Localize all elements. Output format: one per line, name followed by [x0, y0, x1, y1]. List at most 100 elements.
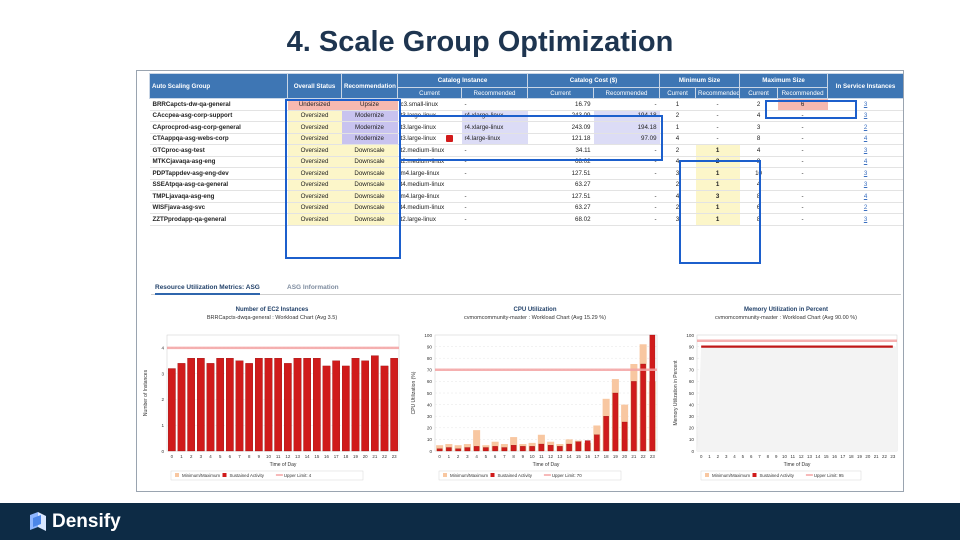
x-tick-label: 1: [180, 454, 183, 459]
in-service-link[interactable]: 4: [827, 190, 903, 203]
asg-name[interactable]: CAprocprod-asg-corp-general: [149, 121, 288, 134]
in-service-link[interactable]: 4: [827, 133, 903, 145]
tab-asg-information[interactable]: ASG Information: [287, 284, 339, 291]
header-minimum-size: Minimum Size: [659, 73, 741, 88]
bar-sustained: [255, 358, 263, 452]
x-tick-label: 16: [585, 454, 590, 459]
table-row[interactable]: CAprocprod-asg-corp-general Oversized Mo…: [149, 121, 903, 134]
in-service-link[interactable]: 3: [827, 110, 903, 122]
cost-recommended: 194.18: [593, 121, 660, 134]
bar-sustained: [483, 447, 489, 452]
table-row[interactable]: SSEAtpqa-asg-ca-general Oversized Downsc…: [149, 179, 903, 191]
table-row[interactable]: TMPLjavaqa-asg-eng Oversized Downscale m…: [149, 190, 903, 203]
y-tick-label: 90: [427, 344, 433, 349]
table-row[interactable]: PDPTappdev-asg-eng-dev Oversized Downsca…: [149, 167, 903, 180]
asg-name[interactable]: ZZTPprodapp-qa-general: [149, 213, 288, 226]
x-axis-label: Time of Day: [533, 462, 560, 468]
x-tick-label: 11: [276, 454, 281, 459]
cost-current: 127.51: [527, 167, 594, 180]
bar-sustained: [293, 358, 302, 452]
x-tick-label: 9: [775, 454, 778, 459]
header-in-service[interactable]: In Service Instances: [827, 73, 903, 99]
y-tick-label: 0: [691, 449, 694, 454]
bar-sustained: [492, 446, 498, 452]
subheader-cost-current[interactable]: Current: [527, 87, 595, 99]
x-tick-label: 17: [594, 454, 599, 459]
header-recommendation[interactable]: Recommendation: [341, 73, 398, 99]
ci-current: t4.medium-linux: [397, 202, 462, 214]
ci-current: t4.medium-linux: [397, 179, 462, 191]
asg-name[interactable]: MTKCjavaqa-asg-eng: [149, 156, 288, 168]
ci-recommended: r4.xlarge-linux: [461, 121, 528, 134]
in-service-link[interactable]: 3: [827, 98, 903, 111]
cost-current: 63.27: [527, 202, 594, 214]
asg-name[interactable]: WISFjava-asg-svc: [149, 202, 288, 214]
subheader-min-recommended[interactable]: Recommended: [695, 87, 741, 99]
asg-name[interactable]: TMPLjavaqa-asg-eng: [149, 190, 288, 203]
recommendation-cell: Modernize: [341, 121, 398, 134]
chart-cpu-utilization: CPU Utilization cvmomcommunity-master : W…: [407, 303, 663, 489]
chart-title: CPU Utilization: [514, 307, 557, 313]
table-row[interactable]: CTAappqa-asg-webs-corp Oversized Moderni…: [149, 133, 903, 145]
bar-sustained: [177, 363, 186, 452]
asg-name[interactable]: PDPTappdev-asg-eng-dev: [149, 167, 288, 180]
in-service-link[interactable]: 3: [827, 179, 903, 191]
y-tick-label: 1: [161, 423, 164, 428]
x-tick-label: 3: [466, 454, 469, 459]
min-current: 2: [659, 202, 696, 214]
memory-area: [697, 346, 897, 451]
subheader-max-current[interactable]: Current: [739, 87, 779, 99]
max-current: 10: [739, 167, 778, 180]
header-asg[interactable]: Auto Scaling Group: [149, 73, 288, 99]
bar-sustained: [284, 363, 292, 452]
bar-sustained: [380, 365, 389, 452]
asg-name[interactable]: CAccpea-asg-corp-support: [149, 110, 288, 122]
cost-recommended: [593, 179, 660, 191]
subheader-max-recommended[interactable]: Recommended: [777, 87, 829, 99]
header-overall-status[interactable]: Overall Status: [287, 73, 342, 99]
table-row[interactable]: GTCproc-asg-test Oversized Downscale t2.…: [149, 144, 903, 157]
subheader-min-current[interactable]: Current: [659, 87, 697, 99]
subheader-ci-current[interactable]: Current: [397, 87, 462, 99]
footer-bar: Densify: [0, 503, 960, 540]
x-tick-label: 18: [849, 454, 854, 459]
tab-resource-utilization[interactable]: Resource Utilization Metrics: ASG: [155, 284, 260, 295]
y-tick-label: 40: [689, 402, 695, 407]
max-current: 8: [739, 133, 778, 145]
x-tick-label: 3: [200, 454, 203, 459]
ci-recommended: r4.large-linux: [461, 133, 528, 145]
asg-name[interactable]: CTAappqa-asg-webs-corp: [149, 133, 288, 145]
ci-current: t3.large-linux: [397, 121, 462, 134]
cost-recommended: -: [593, 156, 660, 168]
table-row[interactable]: MTKCjavaqa-asg-eng Oversized Downscale t…: [149, 156, 903, 168]
bar-sustained: [520, 446, 526, 452]
in-service-link[interactable]: 3: [827, 144, 903, 157]
table-row[interactable]: WISFjava-asg-svc Oversized Downscale t4.…: [149, 202, 903, 214]
in-service-link[interactable]: 3: [827, 213, 903, 226]
x-tick-label: 15: [314, 454, 319, 459]
x-tick-label: 23: [392, 454, 397, 459]
x-tick-label: 6: [229, 454, 232, 459]
min-current: 4: [659, 156, 696, 168]
bar-sustained: [557, 446, 563, 452]
subheader-cost-recommended[interactable]: Recommended: [593, 87, 661, 99]
table-row[interactable]: ZZTPprodapp-qa-general Oversized Downsca…: [149, 213, 903, 226]
cost-current: 63.27: [527, 179, 594, 191]
in-service-link[interactable]: 2: [827, 202, 903, 214]
asg-name[interactable]: GTCproc-asg-test: [149, 144, 288, 157]
asg-name[interactable]: SSEAtpqa-asg-ca-general: [149, 179, 288, 191]
in-service-link[interactable]: 3: [827, 167, 903, 180]
status-cell: Oversized: [287, 179, 342, 191]
table-row[interactable]: BRRCapcts-dw-qa-general Undersized Upsiz…: [149, 98, 903, 111]
subheader-ci-recommended[interactable]: Recommended: [460, 87, 529, 99]
bar-sustained: [621, 421, 628, 452]
in-service-link[interactable]: 2: [827, 121, 903, 134]
asg-name[interactable]: BRRCapcts-dw-qa-general: [149, 98, 288, 111]
bar-sustained: [216, 358, 224, 452]
highlight-status-column: [285, 99, 401, 259]
max-recommended: -: [777, 110, 828, 122]
cost-recommended: -: [593, 98, 660, 111]
x-tick-label: 20: [363, 454, 368, 459]
in-service-link[interactable]: 4: [827, 156, 903, 168]
bar-min-max: [510, 437, 518, 451]
